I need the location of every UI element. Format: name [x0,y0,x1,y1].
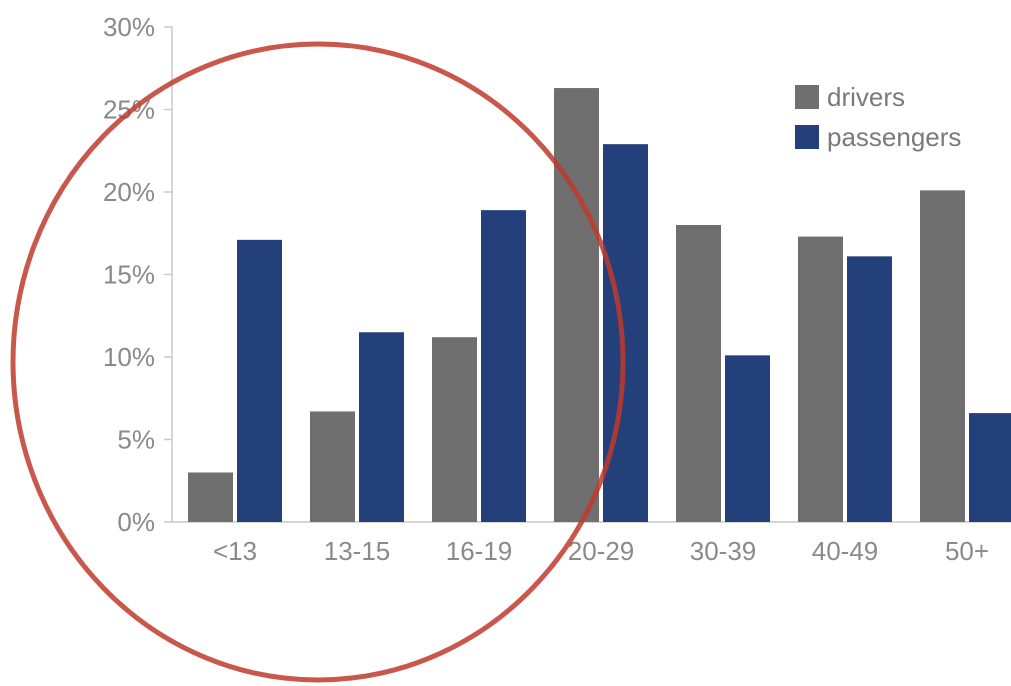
bar-drivers [188,472,233,522]
annotations [10,41,626,683]
y-tick-label: 20% [103,177,155,207]
legend-label-drivers: drivers [827,82,905,112]
bar-drivers [432,337,477,522]
bar-drivers [310,411,355,522]
x-tick-label: 40-49 [812,536,879,566]
bar-passengers [359,332,404,522]
legend-label-passengers: passengers [827,122,961,152]
bar-drivers [798,236,843,523]
x-tick-label: 30-39 [690,536,757,566]
bar-passengers [847,256,892,522]
bar-drivers [676,225,721,522]
bar-passengers [969,413,1011,522]
legend-swatch-drivers [795,85,819,109]
x-tick-label: 20-29 [568,536,635,566]
y-tick-label: 15% [103,260,155,290]
x-tick-label: 16-19 [446,536,513,566]
highlight-circle [10,41,626,683]
y-tick-label: 0% [117,507,155,537]
bar-drivers [920,190,965,522]
bars [188,88,1011,523]
bar-passengers [481,210,526,522]
y-tick-label: 30% [103,12,155,42]
bar-passengers [603,144,648,522]
bar-passengers [237,239,282,522]
x-tick-label: 13-15 [324,536,391,566]
x-tick-label: <13 [213,536,257,566]
y-tick-label: 5% [117,425,155,455]
legend-swatch-passengers [795,125,819,149]
x-tick-label: 50+ [945,536,989,566]
bar-drivers [554,88,599,523]
legend: drivers passengers [795,82,961,152]
x-axis-labels: <13 13-15 16-19 20-29 30-39 40-49 50+ [213,536,989,566]
bar-passengers [725,355,770,522]
y-tick-label: 10% [103,342,155,372]
